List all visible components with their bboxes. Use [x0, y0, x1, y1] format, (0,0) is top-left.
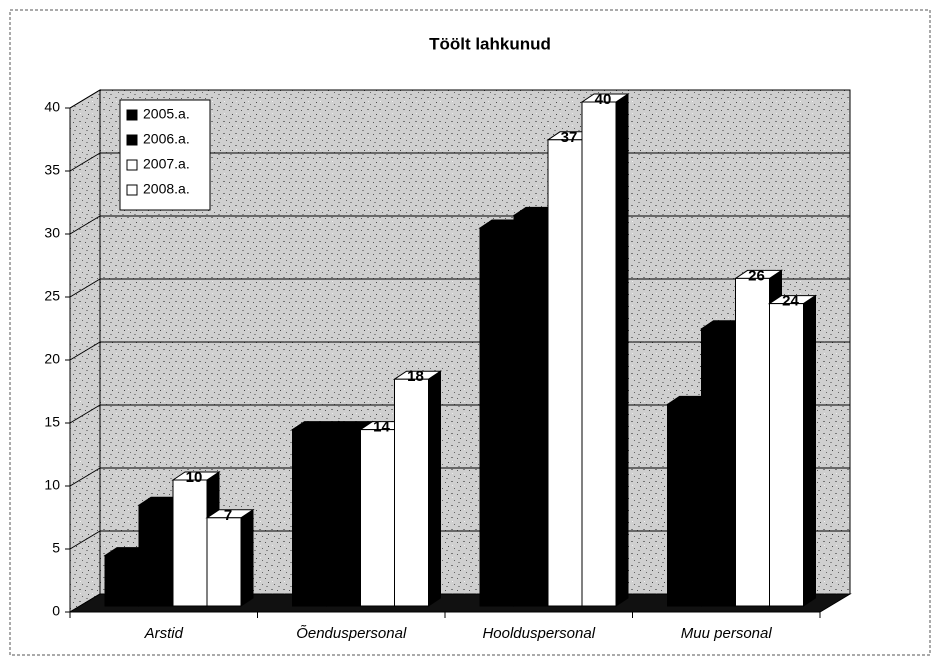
bar	[479, 227, 515, 607]
legend-label: 2005.a.	[143, 106, 190, 122]
bar	[581, 101, 617, 607]
bar-side	[428, 370, 441, 607]
legend-label: 2008.a.	[143, 181, 190, 197]
chart-title: Töölt lahkunud	[429, 34, 551, 53]
data-label: 18	[407, 368, 424, 385]
legend-label: 2007.a.	[143, 156, 190, 172]
data-label: 37	[561, 129, 578, 146]
grid-line	[69, 341, 101, 361]
x-tick-label: Õenduspersonal	[296, 625, 407, 642]
data-label: 40	[595, 91, 612, 108]
y-tick-label: 15	[44, 414, 60, 430]
data-label: 14	[305, 419, 322, 436]
bar	[769, 303, 804, 607]
bar	[326, 429, 361, 607]
x-tick-label: Muu personal	[681, 625, 773, 642]
bar-side	[615, 93, 629, 607]
legend-label: 2006.a.	[143, 131, 190, 147]
legend-swatch	[126, 159, 138, 171]
y-tick-label: 10	[44, 477, 60, 493]
legend-swatch	[126, 134, 138, 146]
data-label: 14	[373, 419, 390, 436]
x-tick-label: Arstid	[144, 625, 184, 642]
data-label: 30	[493, 217, 510, 234]
bar	[104, 555, 140, 607]
y-tick-label: 0	[52, 603, 60, 619]
bar-side	[240, 508, 254, 607]
legend-swatch	[126, 109, 138, 121]
data-label: 7	[224, 507, 232, 524]
bar	[138, 504, 174, 607]
bar	[360, 429, 395, 607]
bar	[394, 378, 429, 607]
legend-swatch	[126, 184, 138, 196]
y-tick-label: 30	[44, 225, 60, 241]
bar	[667, 403, 702, 607]
data-label: 24	[782, 293, 799, 310]
y-tick-label: 5	[52, 540, 60, 556]
grid-line	[69, 404, 101, 424]
grid-line	[69, 467, 101, 487]
x-tick-label: Hoolduspersonal	[482, 625, 595, 642]
data-label: 22	[714, 318, 731, 335]
data-label: 4	[122, 545, 131, 562]
y-tick-label: 35	[44, 162, 60, 178]
data-label: 8	[156, 494, 164, 511]
grid-line	[69, 530, 101, 550]
bar	[206, 517, 242, 607]
bar-side	[803, 294, 816, 607]
data-label: 26	[748, 267, 765, 284]
y-tick-label: 25	[44, 288, 60, 304]
data-label: 14	[339, 419, 356, 436]
bar	[735, 277, 770, 607]
data-label: 10	[186, 469, 203, 486]
bar	[172, 479, 208, 607]
y-tick-label: 40	[44, 99, 60, 115]
bar	[513, 214, 549, 607]
grid-line	[69, 89, 101, 109]
data-label: 16	[680, 393, 697, 410]
grid-line	[69, 215, 101, 235]
bar	[701, 328, 736, 607]
grid-line	[69, 152, 101, 172]
grid-line	[69, 278, 101, 298]
y-tick-label: 20	[44, 351, 60, 367]
bar	[547, 139, 583, 607]
bar	[292, 429, 327, 607]
data-label: 31	[527, 204, 544, 221]
